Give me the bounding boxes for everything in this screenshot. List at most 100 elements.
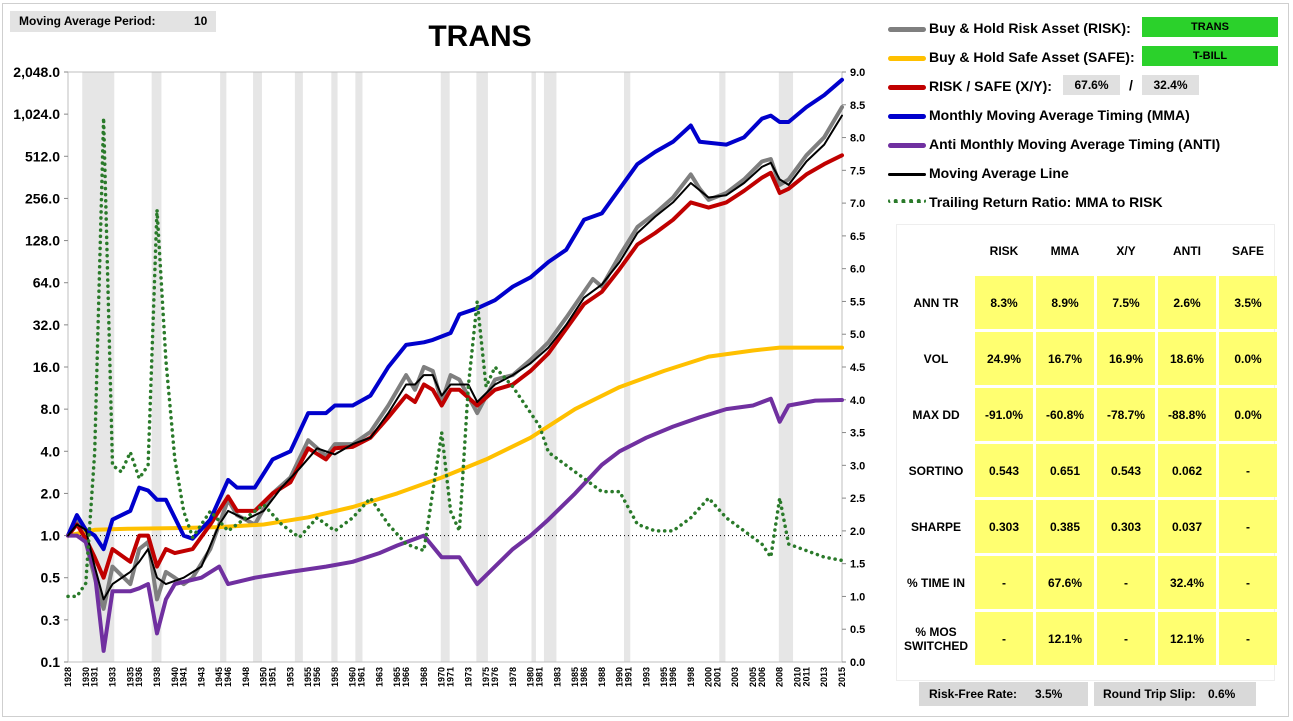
chart-title: TRANS	[428, 20, 532, 53]
stats-col-header: ANTI	[1173, 243, 1201, 258]
stats-row-label: VOL	[923, 351, 949, 366]
x-tick-label: 1995	[659, 667, 669, 687]
stats-cell: 7.5%	[1097, 276, 1155, 329]
stats-cell: 3.5%	[1219, 276, 1277, 329]
stats-row: VOL 24.9% 16.7% 16.9% 18.6% 0.0%	[900, 332, 1277, 385]
xy-slash: /	[1129, 77, 1133, 93]
legend-label-mma: Monthly Moving Average Timing (MMA)	[929, 107, 1190, 123]
stats-cell: 0.0%	[1219, 388, 1277, 441]
x-tick-label: 1948	[241, 667, 251, 687]
stats-col-header: RISK	[989, 243, 1019, 258]
x-tick-label: 1978	[508, 667, 518, 687]
ma-period-value: 10	[194, 14, 208, 28]
legend-label-xy: RISK / SAFE (X/Y):	[929, 78, 1052, 94]
legend-swatch-risk	[888, 27, 926, 32]
stats-cell: 0.062	[1158, 444, 1216, 497]
recession-band	[440, 72, 450, 662]
y-right-tick-label: 8.0	[850, 133, 865, 145]
series-line-2	[66, 153, 844, 580]
stats-row: ANN TR 8.3% 8.9% 7.5% 2.6% 3.5%	[900, 276, 1277, 329]
y-right-tick-label: 1.0	[850, 591, 865, 603]
series-line-6	[66, 116, 844, 599]
legend-swatch-safe	[888, 56, 926, 61]
dashboard-frame	[2, 3, 1289, 717]
stats-cell: -	[1219, 500, 1277, 553]
risk-free-rate-value: 3.5%	[1035, 687, 1063, 701]
stats-cell: -	[1219, 556, 1277, 609]
risk-free-rate-label: Risk-Free Rate:	[929, 687, 1018, 701]
stats-row-label: MAX DD	[912, 407, 960, 422]
stats-cell: -60.8%	[1036, 388, 1094, 441]
recession-band	[719, 72, 726, 662]
stats-cell: 67.6%	[1036, 556, 1094, 609]
x-tick-label: 2001	[712, 667, 722, 687]
x-tick-label: 1943	[196, 667, 206, 687]
x-tick-label: 1971	[446, 667, 456, 687]
stats-row: % MOS SWITCHED -12.1% -12.1% -	[900, 612, 1277, 665]
y-left-tick-label: 128.0	[25, 233, 60, 249]
stats-cell: 16.7%	[1036, 332, 1094, 385]
x-tick-label: 1956	[312, 667, 322, 687]
stats-cell: 0.0%	[1219, 332, 1277, 385]
y-right-tick-label: 6.0	[850, 264, 865, 276]
stats-cell: -91.0%	[975, 388, 1033, 441]
y-right-tick-label: 8.5	[850, 100, 865, 112]
stats-cell: 0.543	[1097, 444, 1155, 497]
stats-cell: 16.9%	[1097, 332, 1155, 385]
stats-col-header: X/Y	[1116, 243, 1136, 258]
y-left-tick-label: 256.0	[25, 190, 60, 206]
y-left-tick-label: 1,024.0	[13, 106, 60, 122]
y-right-tick-label: 7.5	[850, 165, 865, 177]
stats-cell: 0.037	[1158, 500, 1216, 553]
risk-free-rate-box: Risk-Free Rate: 3.5%	[919, 682, 1088, 706]
stats-cell: 24.9%	[975, 332, 1033, 385]
x-tick-label: 1928	[63, 667, 73, 687]
recession-band	[543, 72, 557, 662]
stats-cell: -	[1097, 556, 1155, 609]
legend-swatch-trailing	[888, 199, 926, 203]
y-left-tick-label: 0.1	[41, 654, 61, 670]
recession-band	[476, 72, 488, 662]
stats-cell: 0.303	[1097, 500, 1155, 553]
legend-item-safe: Buy & Hold Safe Asset (SAFE):	[888, 46, 1288, 68]
xy-risk-pct: 67.6%	[1063, 75, 1120, 95]
y-left-tick-label: 4.0	[41, 443, 61, 459]
y-left-tick-label: 16.0	[33, 359, 60, 375]
y-left-tick-label: 512.0	[25, 148, 60, 164]
legend-item-anti: Anti Monthly Moving Average Timing (ANTI…	[888, 133, 1288, 155]
y-right-tick-label: 4.0	[850, 395, 865, 407]
legend-swatch-anti	[888, 143, 926, 148]
x-tick-label: 1998	[686, 667, 696, 687]
x-tick-label: 1988	[597, 667, 607, 687]
risk-asset-tag: TRANS	[1142, 17, 1278, 37]
x-tick-label: 1996	[668, 667, 678, 687]
stats-cell: 0.543	[975, 444, 1033, 497]
legend-item-xy: RISK / SAFE (X/Y):	[888, 75, 1288, 97]
round-trip-slip-label: Round Trip Slip:	[1103, 687, 1196, 701]
stats-cell: 0.385	[1036, 500, 1094, 553]
stats-cell: 0.303	[975, 500, 1033, 553]
x-tick-label: 1961	[357, 667, 367, 687]
legend-label-trailing: Trailing Return Ratio: MMA to RISK	[929, 194, 1163, 210]
stats-row: SORTINO 0.543 0.651 0.543 0.062-	[900, 444, 1277, 497]
x-tick-label: 1951	[268, 667, 278, 687]
y-right-tick-label: 2.5	[850, 493, 865, 505]
stats-cell: 12.1%	[1036, 612, 1094, 665]
stats-cell: -	[975, 556, 1033, 609]
stats-cell: -	[1219, 444, 1277, 497]
x-tick-label: 1993	[641, 667, 651, 687]
stats-cell: -	[975, 612, 1033, 665]
y-left-tick-label: 64.0	[33, 275, 60, 291]
stats-cell: -78.7%	[1097, 388, 1155, 441]
performance-chart: 2,048.0 1,024.0 512.0 256.0 128.0 64.0 32.0 16.…	[13, 64, 865, 687]
y-right-tick-label: 3.0	[850, 460, 865, 472]
recession-band	[624, 72, 631, 662]
y-right-tick-label: 0.0	[850, 657, 865, 669]
x-tick-label: 2003	[730, 667, 740, 687]
series-line-3	[66, 77, 844, 552]
series-line-1	[66, 345, 844, 538]
x-tick-label: 1945	[214, 667, 224, 687]
series-line-4	[66, 396, 844, 653]
y-right-tick-label: 0.5	[850, 624, 865, 636]
x-tick-label: 1950	[259, 667, 269, 687]
